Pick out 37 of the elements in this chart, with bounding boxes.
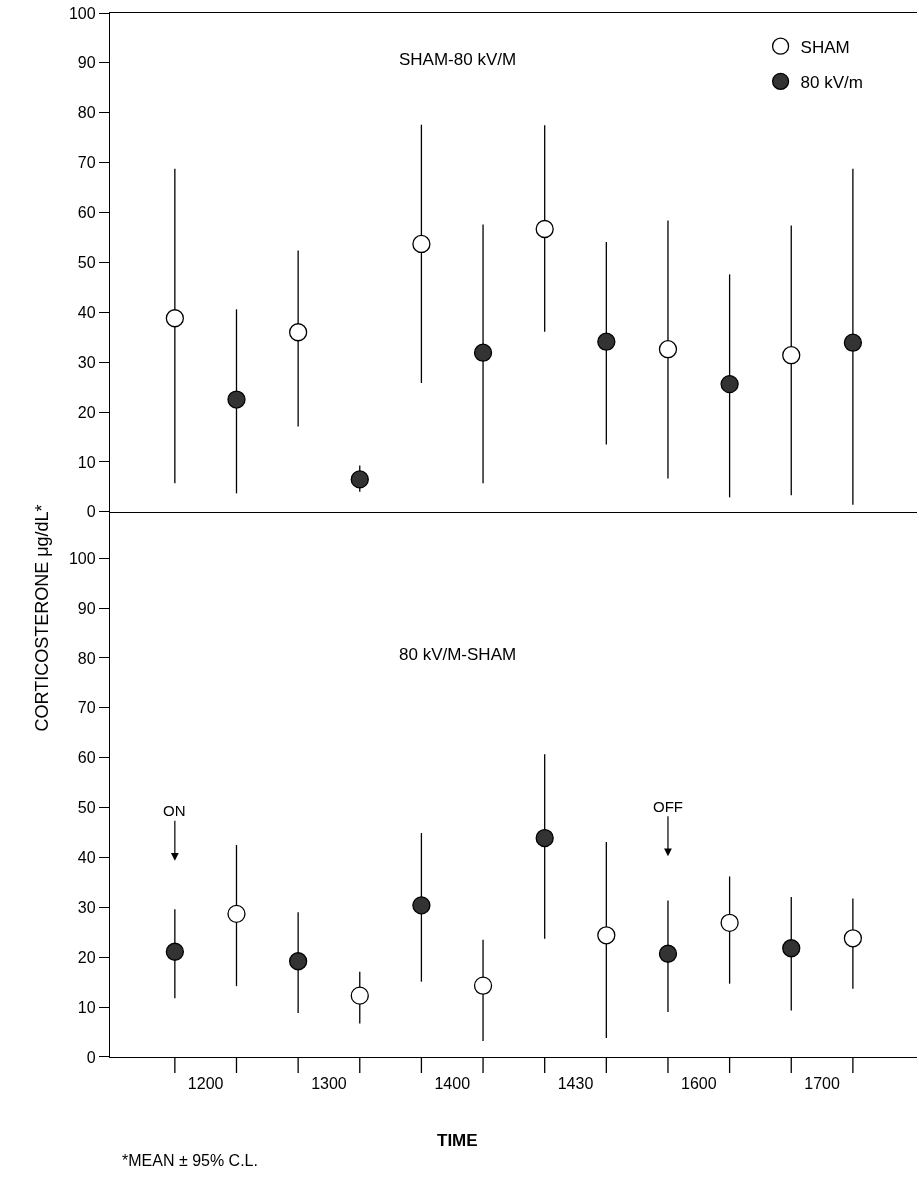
y-tick-label: 40 — [77, 303, 96, 321]
x-tick-label: 1300 — [311, 1075, 347, 1093]
legend-label: 80 kV/m — [800, 72, 863, 92]
y-tick-label: 50 — [77, 254, 96, 271]
y-tick-label: 90 — [77, 599, 96, 617]
annotation: OFF — [653, 798, 683, 815]
y-tick-label: 20 — [77, 403, 96, 421]
x-tick-label: 1700 — [804, 1075, 840, 1093]
legend-label: SHAM — [800, 37, 850, 57]
x-tick-label: 1600 — [680, 1075, 717, 1093]
x-tick-label: 1400 — [434, 1075, 471, 1093]
y-tick-label: 10 — [77, 998, 96, 1016]
annotation: ON — [163, 802, 186, 819]
y-tick-label: 0 — [86, 503, 96, 521]
y-tick-label: 30 — [77, 353, 96, 371]
y-tick-label: 80 — [77, 104, 96, 122]
y-tick-label: 0 — [86, 1048, 96, 1066]
y-tick-label: 20 — [77, 948, 96, 966]
y-tick-label: 10 — [77, 453, 96, 471]
text: *MEAN ± 95% C.L. — [122, 1152, 258, 1169]
x-tick-label: 1200 — [187, 1075, 224, 1093]
y-tick-label: 70 — [77, 699, 96, 717]
y-axis-title: CORTICOSTERONE μg/dL* — [32, 504, 53, 732]
y-tick-label: 60 — [77, 204, 96, 222]
text: SHAM-80 kV/M — [399, 50, 517, 69]
x-tick-label: 1430 — [557, 1075, 594, 1093]
y-tick-label: 30 — [77, 898, 96, 916]
y-tick-label: 100 — [68, 549, 96, 567]
y-tick-label: 100 — [68, 4, 96, 22]
y-tick-label: 50 — [77, 799, 96, 817]
y-tick-label: 70 — [77, 154, 96, 172]
y-tick-label: 40 — [77, 849, 96, 867]
text: 80 kV/M-SHAM — [399, 645, 517, 664]
y-tick-label: 60 — [77, 749, 96, 767]
x-axis-title: TIME — [437, 1131, 478, 1150]
y-tick-label: 80 — [77, 649, 96, 667]
y-tick-label: 90 — [77, 54, 96, 72]
